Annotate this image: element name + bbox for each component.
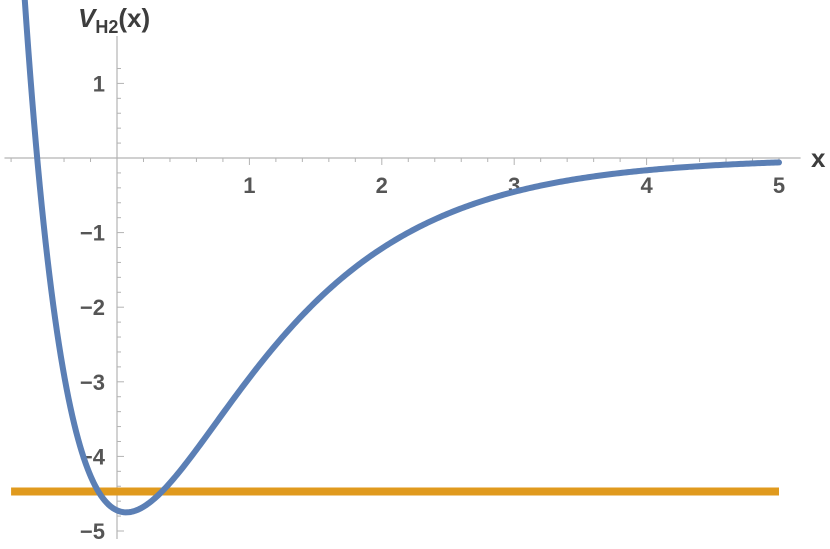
x-tick-label: 4 [640, 173, 653, 198]
y-axis-title-sub: H2 [95, 17, 118, 37]
y-tick-label: −3 [80, 370, 105, 395]
y-axis-title-main: V [78, 3, 98, 33]
x-tick-label: 1 [243, 173, 255, 198]
y-axis-title: VH2(x) [78, 3, 150, 37]
y-axis-title-arg: (x) [118, 3, 150, 33]
ticks [10, 67, 780, 532]
y-tick-label: −5 [80, 519, 105, 544]
y-tick-label: −2 [80, 295, 105, 320]
x-axis-title: x [811, 143, 826, 173]
tick-labels: 1 2 3 4 51−1−2−3−4−5 [80, 71, 785, 544]
y-tick-label: −1 [80, 221, 105, 246]
axes [4, 36, 801, 539]
x-tick-label: 5 [773, 173, 785, 198]
y-tick-label: 1 [93, 71, 105, 96]
potential-curve [21, 0, 782, 516]
series-layer [11, 0, 782, 516]
x-tick-label: 2 [376, 173, 388, 198]
